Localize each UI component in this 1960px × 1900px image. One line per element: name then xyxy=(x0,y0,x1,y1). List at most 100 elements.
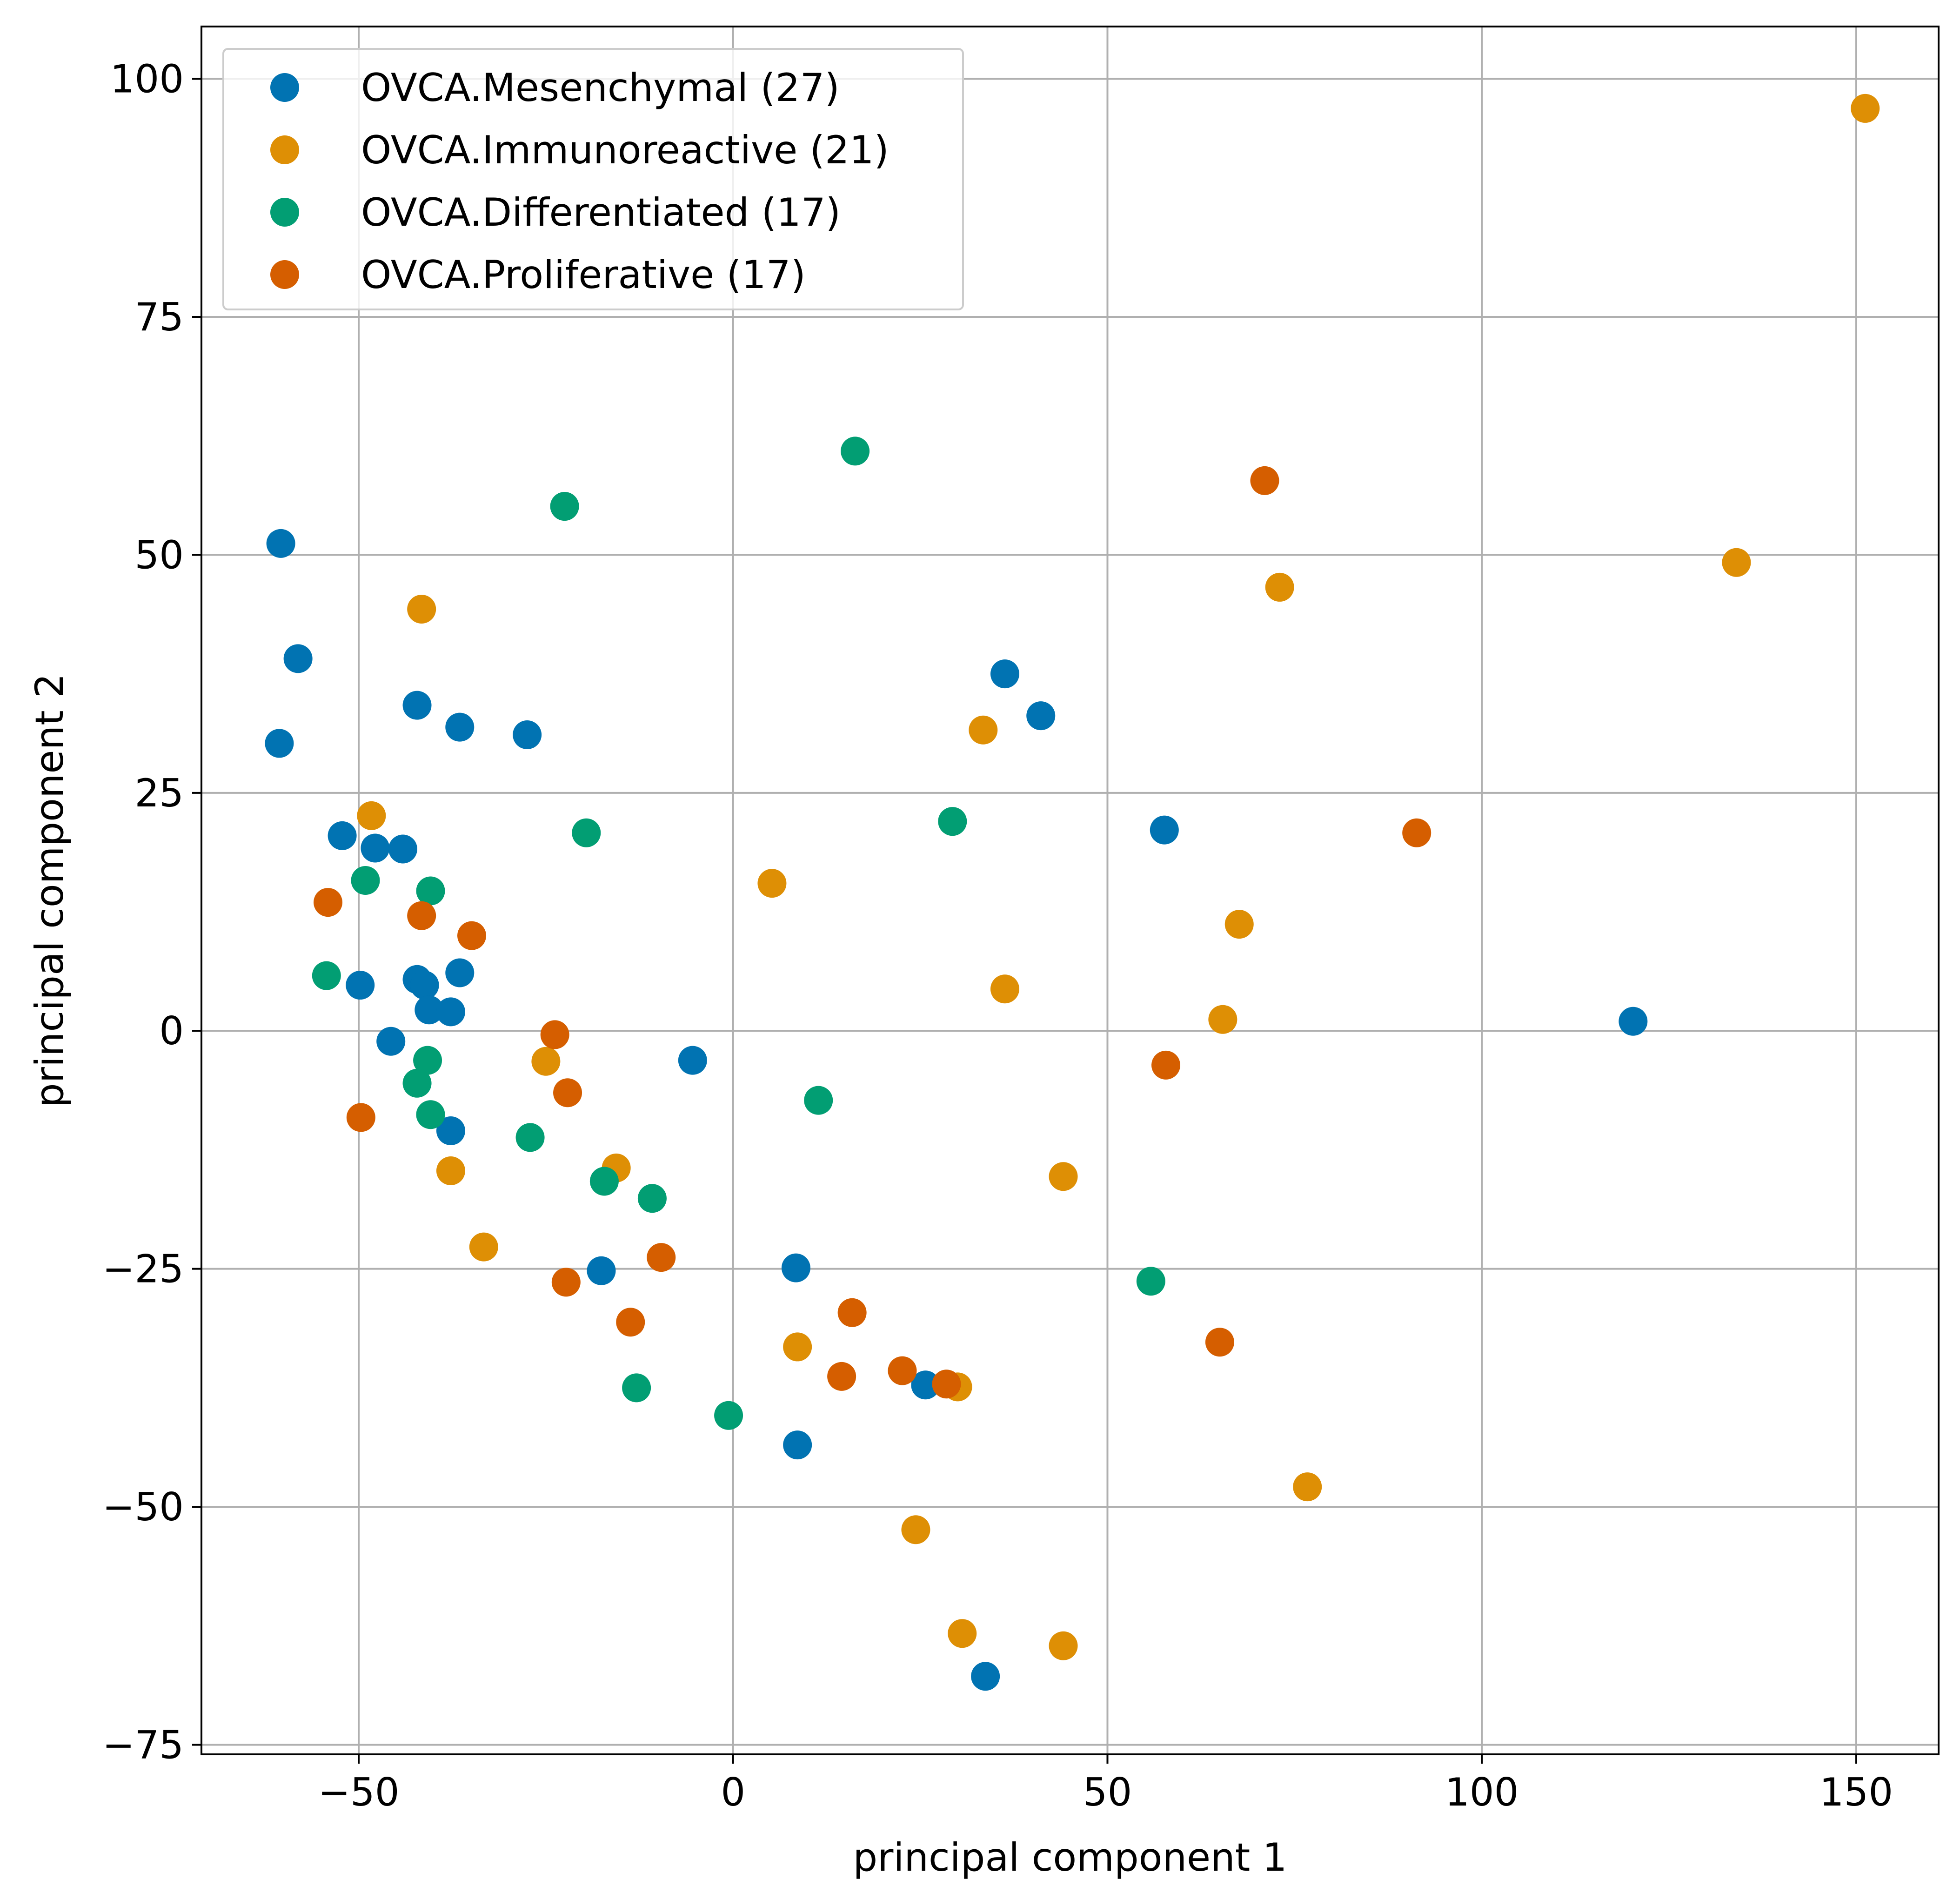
data-point xyxy=(1049,1631,1078,1660)
data-point xyxy=(1402,818,1432,847)
data-point xyxy=(407,901,436,930)
data-point xyxy=(1136,1267,1165,1296)
data-point xyxy=(436,1116,465,1146)
data-point xyxy=(415,995,444,1025)
data-point xyxy=(1026,701,1056,731)
data-point xyxy=(283,644,313,673)
data-point xyxy=(436,1156,465,1185)
data-point xyxy=(402,691,432,720)
legend-marker xyxy=(270,198,299,227)
y-axis-ticks: −75 −50 −25 0 25 50 75 100 xyxy=(102,57,201,1768)
data-point xyxy=(589,1167,619,1196)
y-axis-label: principal component 2 xyxy=(27,673,72,1108)
data-point xyxy=(445,958,475,987)
data-point xyxy=(901,1515,930,1544)
data-point xyxy=(783,1332,812,1362)
data-point xyxy=(1722,548,1751,577)
y-tick-label: 100 xyxy=(110,57,184,102)
scatter-points xyxy=(265,94,1880,1691)
data-point xyxy=(266,529,295,558)
data-point xyxy=(1265,572,1294,602)
data-point xyxy=(971,1662,1000,1691)
data-point xyxy=(1619,1007,1648,1036)
data-point xyxy=(531,1047,561,1076)
data-point xyxy=(837,1298,867,1327)
data-point xyxy=(402,1068,432,1098)
y-tick-label: −75 xyxy=(102,1723,184,1768)
legend-marker xyxy=(270,73,299,102)
data-point xyxy=(553,1078,582,1108)
data-point xyxy=(388,834,417,864)
data-point xyxy=(513,720,542,750)
data-point xyxy=(888,1356,917,1385)
data-point xyxy=(540,1020,569,1049)
legend-label: OVCA.Differentiated (17) xyxy=(361,190,841,235)
data-point xyxy=(550,492,579,521)
data-point xyxy=(757,869,787,898)
data-point xyxy=(714,1401,743,1430)
y-tick-label: −50 xyxy=(102,1484,184,1530)
x-axis-ticks: −50 0 50 100 150 xyxy=(318,1754,1893,1815)
data-point xyxy=(804,1086,833,1115)
y-tick-label: 0 xyxy=(159,1008,184,1054)
data-point xyxy=(783,1430,812,1460)
x-tick-label: 0 xyxy=(721,1770,745,1815)
data-point xyxy=(361,833,390,863)
data-point xyxy=(1851,94,1880,123)
data-point xyxy=(1205,1328,1234,1357)
y-tick-label: 50 xyxy=(134,532,184,577)
data-point xyxy=(827,1362,856,1391)
y-tick-label: 25 xyxy=(134,771,184,816)
data-point xyxy=(1224,910,1254,939)
series-4-points xyxy=(314,466,1432,1399)
x-axis-label: principal component 1 xyxy=(853,1835,1287,1880)
x-tick-label: 50 xyxy=(1083,1770,1132,1815)
data-point xyxy=(911,1370,940,1400)
data-point xyxy=(1049,1162,1078,1191)
data-point xyxy=(416,876,445,906)
plot-frame xyxy=(201,26,1940,1755)
data-point xyxy=(1250,466,1279,495)
data-point xyxy=(932,1370,961,1399)
data-point xyxy=(647,1243,676,1272)
series-3-points xyxy=(312,436,1165,1430)
series-2-points xyxy=(357,94,1880,1660)
data-point xyxy=(410,971,439,1000)
data-point xyxy=(990,974,1019,1004)
legend-label: OVCA.Immunoreactive (21) xyxy=(361,128,889,173)
data-point xyxy=(622,1373,651,1403)
data-point xyxy=(1151,1050,1181,1080)
data-point xyxy=(551,1268,581,1297)
data-point xyxy=(314,888,343,917)
data-point xyxy=(616,1308,645,1337)
data-point xyxy=(312,961,341,990)
grid-lines xyxy=(201,27,1939,1754)
data-point xyxy=(515,1123,545,1152)
legend-marker xyxy=(270,135,299,164)
x-tick-label: 150 xyxy=(1820,1770,1893,1815)
data-point xyxy=(637,1184,667,1213)
y-tick-label: 75 xyxy=(134,295,184,340)
data-point xyxy=(416,1100,445,1129)
data-point xyxy=(678,1046,707,1075)
data-point xyxy=(572,818,601,847)
data-point xyxy=(265,729,294,758)
data-point xyxy=(948,1619,977,1648)
x-tick-label: 100 xyxy=(1445,1770,1518,1815)
data-point xyxy=(351,866,380,895)
data-point xyxy=(413,1046,442,1075)
legend-label: OVCA.Mesenchymal (27) xyxy=(361,65,840,110)
data-point xyxy=(1293,1472,1322,1502)
data-point xyxy=(445,712,475,742)
legend: OVCA.Mesenchymal (27) OVCA.Immunoreactive… xyxy=(222,48,964,310)
data-point xyxy=(1150,815,1179,845)
y-tick-label: −25 xyxy=(102,1247,184,1292)
data-point xyxy=(938,807,967,836)
data-point xyxy=(407,594,436,624)
data-point xyxy=(990,659,1019,689)
data-point xyxy=(969,715,998,745)
data-point xyxy=(457,921,487,950)
legend-marker xyxy=(270,260,299,289)
series-1-points xyxy=(265,529,1648,1691)
